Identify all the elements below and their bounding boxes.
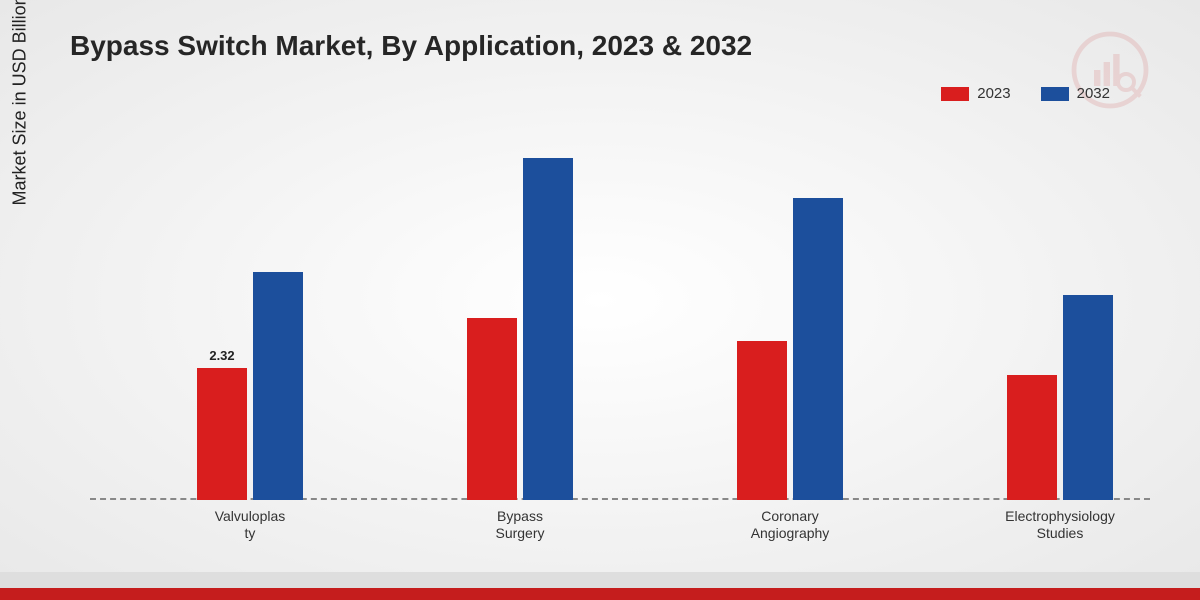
legend-label-2032: 2032 xyxy=(1077,85,1110,102)
bar-2032 xyxy=(1063,295,1113,500)
category-label: ElectrophysiologyStudies xyxy=(990,508,1130,542)
bar-group: CoronaryAngiography xyxy=(690,198,890,500)
bar-2023 xyxy=(467,318,517,500)
bar-2023 xyxy=(1007,375,1057,500)
footer-grey-bar xyxy=(0,572,1200,588)
legend-item-2023: 2023 xyxy=(941,85,1010,102)
bar-2032 xyxy=(523,158,573,500)
category-label: Valvuloplasty xyxy=(180,508,320,542)
bar-2032 xyxy=(793,198,843,500)
legend-item-2032: 2032 xyxy=(1041,85,1110,102)
y-axis-label: Market Size in USD Billion xyxy=(10,0,31,205)
plot-area: 2.32Valvuloplasty BypassSurgery CoronaryAn… xyxy=(90,130,1150,500)
chart-title: Bypass Switch Market, By Application, 20… xyxy=(70,30,752,62)
legend-label-2023: 2023 xyxy=(977,85,1010,102)
bar-2023: 2.32 xyxy=(197,368,247,500)
bar-value-label: 2.32 xyxy=(209,348,234,363)
bar-group: BypassSurgery xyxy=(420,158,620,500)
bar-group: ElectrophysiologyStudies xyxy=(960,295,1160,500)
legend-swatch-2032 xyxy=(1041,87,1069,101)
bar-2032 xyxy=(253,272,303,500)
category-label: BypassSurgery xyxy=(450,508,590,542)
bar-2023 xyxy=(737,341,787,500)
legend-swatch-2023 xyxy=(941,87,969,101)
bar-group: 2.32Valvuloplasty xyxy=(150,272,350,500)
legend: 2023 2032 xyxy=(941,85,1110,102)
footer-red-bar xyxy=(0,588,1200,600)
category-label: CoronaryAngiography xyxy=(720,508,860,542)
